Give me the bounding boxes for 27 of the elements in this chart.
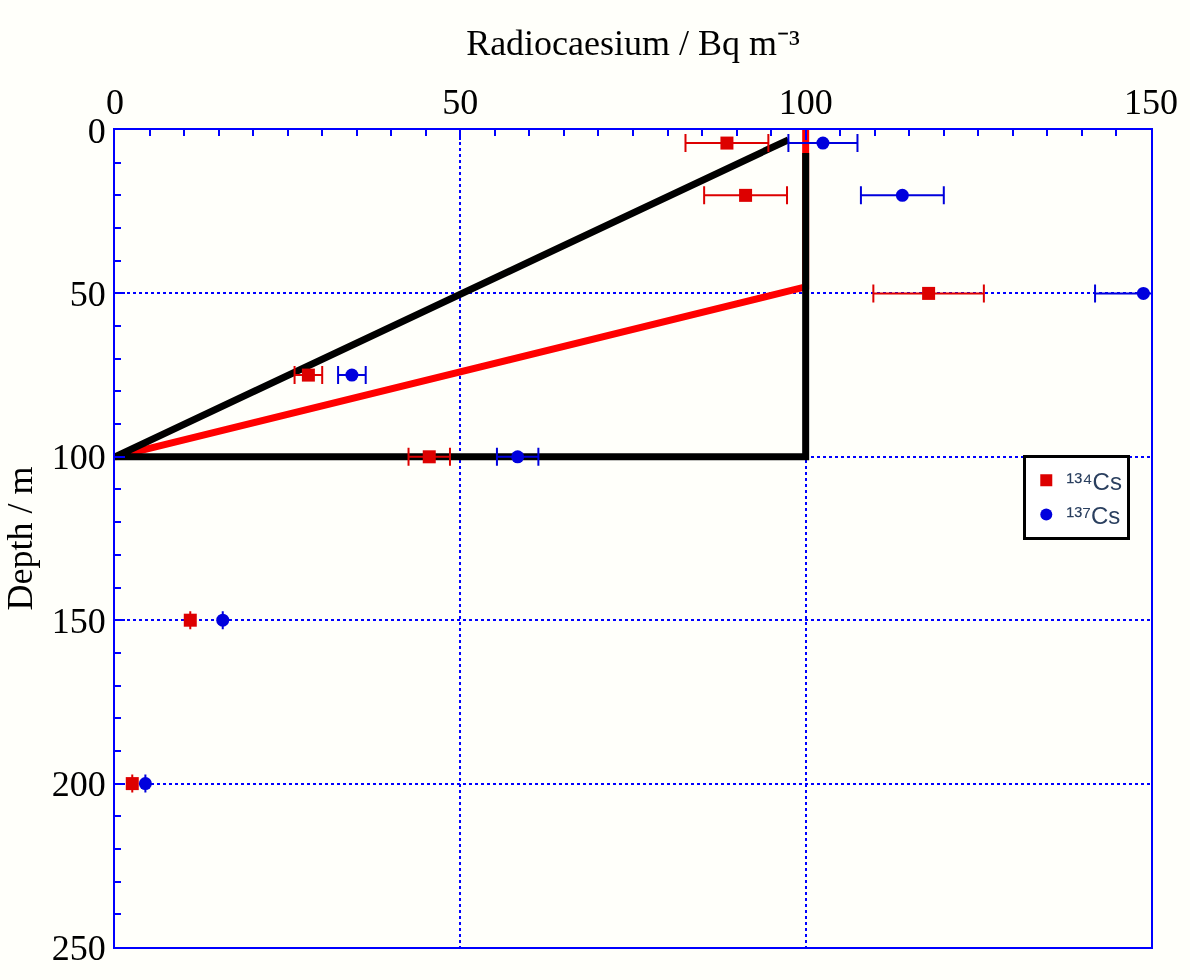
point <box>422 450 436 464</box>
y-tick-label: 200 <box>51 764 106 805</box>
point <box>183 613 197 627</box>
point <box>345 368 359 382</box>
point <box>816 136 830 150</box>
y-tick-label: 250 <box>51 927 106 968</box>
point <box>895 188 909 202</box>
point <box>720 136 734 150</box>
x-axis-title: Radiocaesium / Bq m⁻³ <box>466 23 801 63</box>
y-tick-label: 100 <box>51 437 106 478</box>
point <box>138 777 152 791</box>
point <box>216 613 230 627</box>
y-tick-label: 0 <box>87 110 106 151</box>
y-axis-title: Depth / m <box>0 466 40 611</box>
point <box>922 286 936 300</box>
point <box>301 368 315 382</box>
y-tick-label: 50 <box>69 274 106 314</box>
legend-label: ¹³⁴Cs <box>1066 467 1122 495</box>
point <box>739 188 753 202</box>
x-tick-label: 100 <box>778 81 833 122</box>
point <box>125 777 139 791</box>
point <box>511 450 525 464</box>
point <box>1136 286 1150 300</box>
legend-label: ¹³⁷Cs <box>1066 501 1121 529</box>
y-tick-label: 150 <box>51 600 106 641</box>
x-tick-label: 50 <box>442 81 479 122</box>
x-tick-label: 150 <box>1124 81 1178 122</box>
